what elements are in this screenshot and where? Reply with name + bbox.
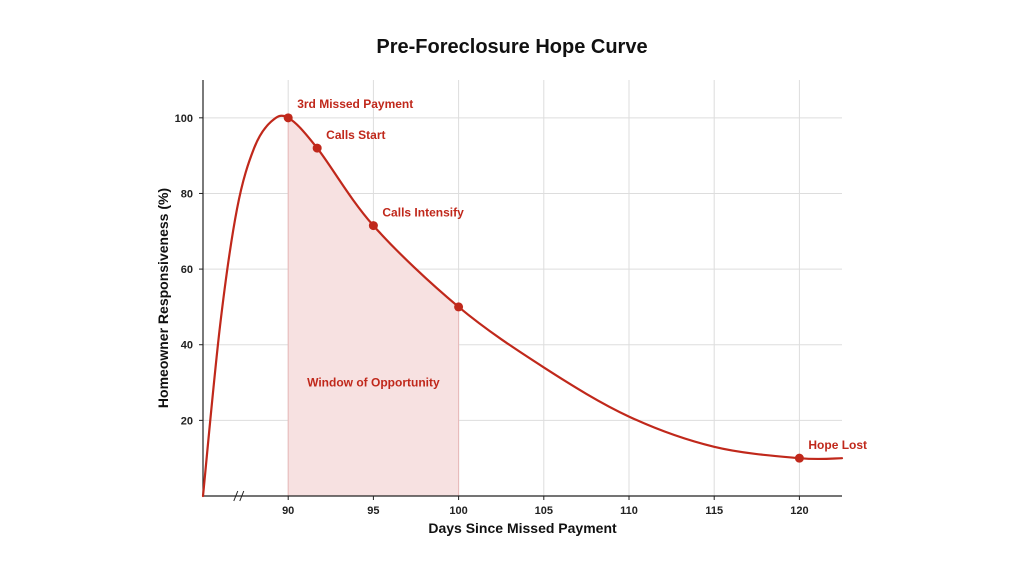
x-tick-label: 120 — [790, 505, 808, 517]
y-tick-label: 80 — [181, 188, 193, 200]
y-tick-label: 20 — [181, 415, 193, 427]
y-tick-label: 60 — [181, 264, 193, 276]
data-label: 3rd Missed Payment — [297, 97, 413, 111]
y-tick-label: 40 — [181, 340, 193, 352]
x-axis-title: Days Since Missed Payment — [428, 520, 617, 536]
axis-break-mark — [233, 490, 239, 502]
chart-title: Pre-Foreclosure Hope Curve — [376, 36, 648, 58]
data-point — [794, 453, 804, 463]
data-label: Calls Intensify — [382, 206, 464, 220]
data-point — [283, 113, 293, 123]
window-of-opportunity-area — [288, 117, 459, 497]
window-label: Window of Opportunity — [307, 375, 440, 389]
data-point — [454, 302, 464, 312]
axis-break-mark — [239, 490, 245, 502]
x-tick-label: 95 — [367, 505, 379, 517]
data-label: Hope Lost — [808, 438, 867, 452]
x-tick-label: 90 — [282, 505, 294, 517]
series-line — [201, 114, 844, 498]
data-point — [312, 143, 322, 153]
x-tick-label: 105 — [535, 505, 553, 517]
x-tick-label: 115 — [705, 505, 723, 517]
y-axis-title: Homeowner Responsiveness (%) — [155, 188, 171, 408]
data-label: Calls Start — [326, 128, 385, 142]
x-tick-label: 110 — [620, 505, 638, 517]
y-tick-label: 100 — [175, 113, 193, 125]
x-tick-label: 100 — [449, 505, 467, 517]
data-point — [368, 221, 378, 231]
